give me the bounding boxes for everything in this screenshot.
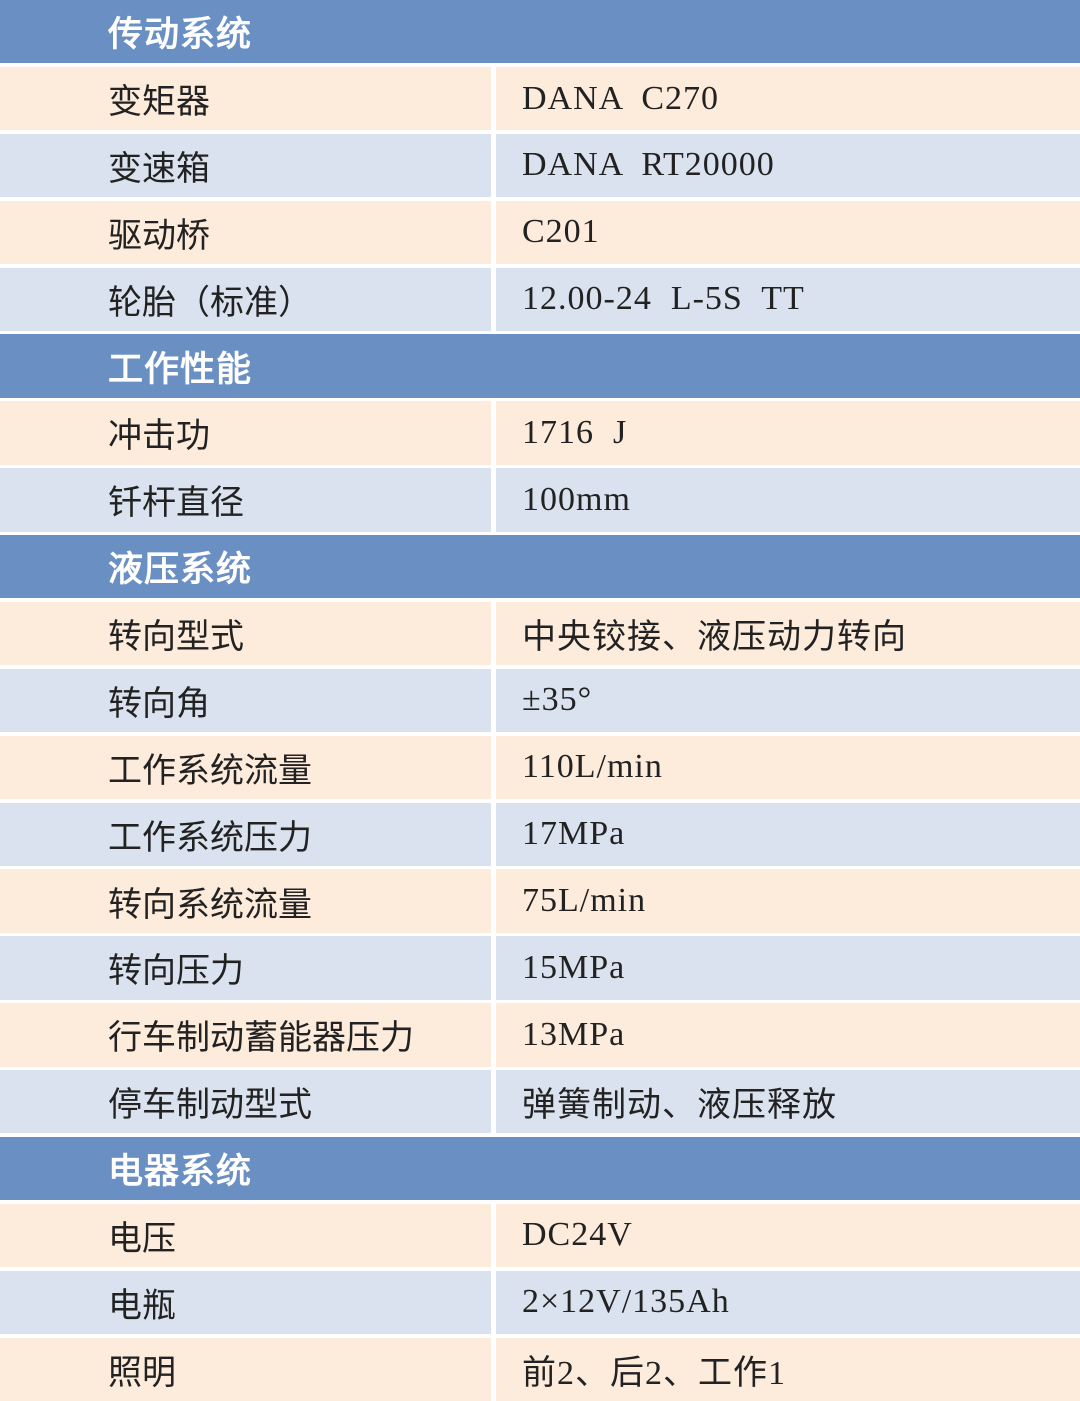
spec-value: 13MPa — [496, 1003, 1080, 1067]
spec-row: 轮胎（标准） 12.00-24 L-5S TT — [0, 267, 1080, 331]
spec-value: 12.00-24 L-5S TT — [496, 267, 1080, 331]
spec-row: 转向系统流量 75L/min — [0, 869, 1080, 933]
section-header: 工作性能 — [0, 334, 1080, 398]
spec-label: 照明 — [0, 1337, 491, 1401]
spec-value: ±35° — [496, 668, 1080, 733]
spec-label: 转向角 — [0, 668, 491, 733]
spec-label: 行车制动蓄能器压力 — [0, 1003, 491, 1067]
spec-row: 停车制动型式 弹簧制动、液压释放 — [0, 1070, 1080, 1134]
spec-value: 1716 J — [496, 401, 1080, 465]
section-title: 液压系统 — [108, 550, 253, 591]
section-title: 传动系统 — [108, 15, 253, 56]
spec-row: 电压 DC24V — [0, 1203, 1080, 1268]
spec-row: 行车制动蓄能器压力 13MPa — [0, 1003, 1080, 1067]
section-title: 电器系统 — [108, 1152, 253, 1193]
spec-row: 转向型式 中央铰接、液压动力转向 — [0, 601, 1080, 666]
spec-label: 冲击功 — [0, 401, 491, 465]
spec-row: 冲击功 1716 J — [0, 401, 1080, 465]
spec-row: 变速箱 DANA RT20000 — [0, 133, 1080, 198]
spec-value: 前2、后2、工作1 — [496, 1337, 1080, 1401]
spec-label: 钎杆直径 — [0, 468, 491, 532]
spec-label: 电压 — [0, 1203, 491, 1268]
spec-row: 工作系统流量 110L/min — [0, 735, 1080, 799]
spec-label: 驱动桥 — [0, 200, 491, 264]
spec-label: 停车制动型式 — [0, 1070, 491, 1134]
section-title: 工作性能 — [108, 349, 253, 390]
spec-row: 照明 前2、后2、工作1 — [0, 1337, 1080, 1401]
spec-row: 工作系统压力 17MPa — [0, 802, 1080, 866]
section-header: 传动系统 — [0, 0, 1080, 64]
spec-value: 15MPa — [496, 936, 1080, 1000]
spec-label: 电瓶 — [0, 1270, 491, 1334]
spec-label: 变矩器 — [0, 66, 491, 131]
spec-value: C201 — [496, 200, 1080, 264]
spec-label: 转向压力 — [0, 936, 491, 1000]
spec-label: 工作系统流量 — [0, 735, 491, 799]
spec-value: 100mm — [496, 468, 1080, 532]
spec-value: 弹簧制动、液压释放 — [496, 1070, 1080, 1134]
spec-row: 转向压力 15MPa — [0, 936, 1080, 1000]
spec-value: 中央铰接、液压动力转向 — [496, 601, 1080, 666]
spec-label: 转向系统流量 — [0, 869, 491, 933]
spec-value: 17MPa — [496, 802, 1080, 866]
spec-label: 变速箱 — [0, 133, 491, 198]
spec-label: 轮胎（标准） — [0, 267, 491, 331]
spec-row: 电瓶 2×12V/135Ah — [0, 1270, 1080, 1334]
spec-value: DANA C270 — [496, 66, 1080, 131]
spec-value: 75L/min — [496, 869, 1080, 933]
section-header: 液压系统 — [0, 535, 1080, 599]
spec-label: 转向型式 — [0, 601, 491, 666]
spec-row: 钎杆直径 100mm — [0, 468, 1080, 532]
spec-value: DC24V — [496, 1203, 1080, 1268]
section-header: 电器系统 — [0, 1136, 1080, 1201]
spec-value: 2×12V/135Ah — [496, 1270, 1080, 1334]
spec-row: 驱动桥 C201 — [0, 200, 1080, 264]
spec-row: 转向角 ±35° — [0, 668, 1080, 733]
spec-label: 工作系统压力 — [0, 802, 491, 866]
spec-value: DANA RT20000 — [496, 133, 1080, 198]
spec-value: 110L/min — [496, 735, 1080, 799]
spec-row: 变矩器 DANA C270 — [0, 66, 1080, 131]
